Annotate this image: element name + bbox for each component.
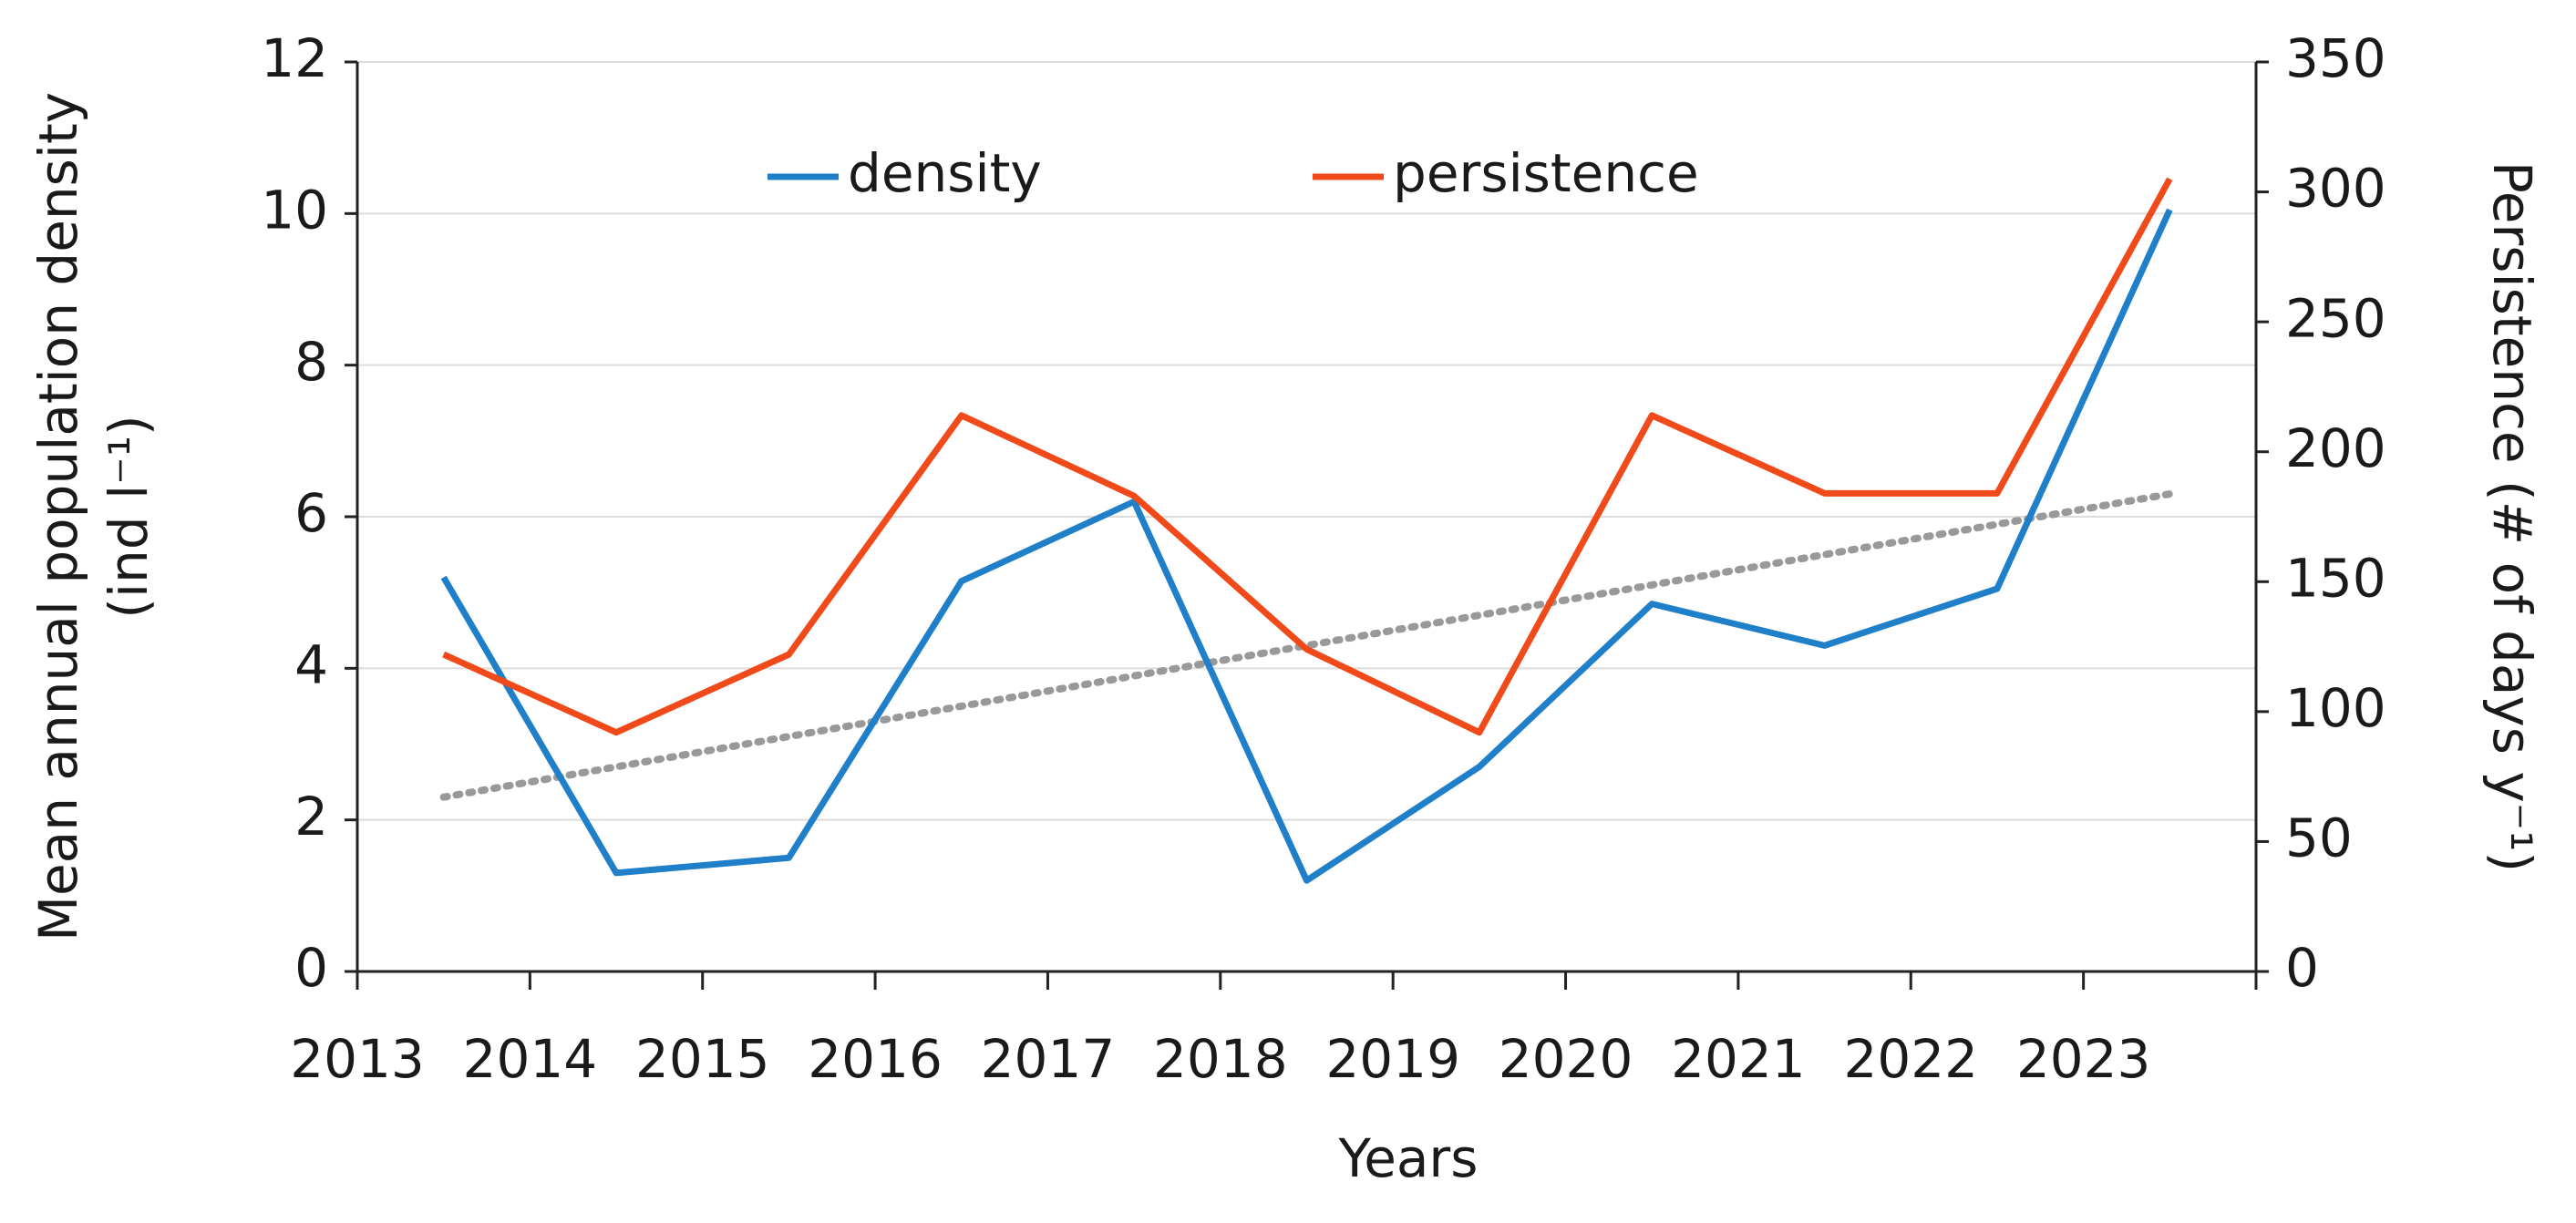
x-tick-label: 2021	[1671, 1028, 1806, 1090]
x-tick-label: 2013	[290, 1028, 425, 1090]
legend-label: persistence	[1393, 142, 1699, 204]
y2-tick-label: 250	[2285, 287, 2386, 349]
x-tick-label: 2022	[1843, 1028, 1978, 1090]
y-tick-label: 8	[294, 331, 328, 393]
trend-line	[439, 490, 2174, 801]
data-line	[440, 208, 2173, 884]
x-tick-label: 2019	[1325, 1028, 1460, 1090]
y-tick-label: 4	[294, 633, 328, 695]
x-tick-label: 2020	[1499, 1028, 1633, 1090]
y-tick-label: 6	[294, 482, 328, 544]
y2-tick-label: 100	[2285, 677, 2386, 739]
x-tick-label: 2018	[1153, 1028, 1288, 1090]
y2-tick-label: 150	[2285, 547, 2386, 609]
y-axis-label: (ind l⁻¹)	[98, 415, 160, 618]
x-tick-label: 2016	[808, 1028, 943, 1090]
y-tick-label: 10	[261, 179, 328, 241]
x-axis-label: Years	[1337, 1127, 1478, 1189]
y2-tick-label: 0	[2285, 937, 2319, 999]
x-tick-label: 2023	[2016, 1028, 2151, 1090]
y2-tick-label: 200	[2285, 417, 2386, 479]
data-line	[442, 177, 2173, 736]
y2-axis-label: Persistence (# of days y⁻¹)	[2481, 161, 2543, 872]
y-axis-label: Mean annual population density	[27, 92, 89, 941]
y2-tick-label: 300	[2285, 158, 2386, 220]
y-tick-label: 12	[261, 27, 328, 89]
x-tick-label: 2014	[463, 1028, 598, 1090]
legend-label: density	[848, 142, 1042, 204]
x-tick-label: 2017	[981, 1028, 1116, 1090]
y-tick-label: 0	[294, 937, 328, 999]
y-tick-label: 2	[294, 786, 328, 848]
x-tick-label: 2015	[635, 1028, 770, 1090]
y2-tick-label: 50	[2285, 807, 2353, 869]
y2-tick-label: 350	[2285, 27, 2386, 89]
